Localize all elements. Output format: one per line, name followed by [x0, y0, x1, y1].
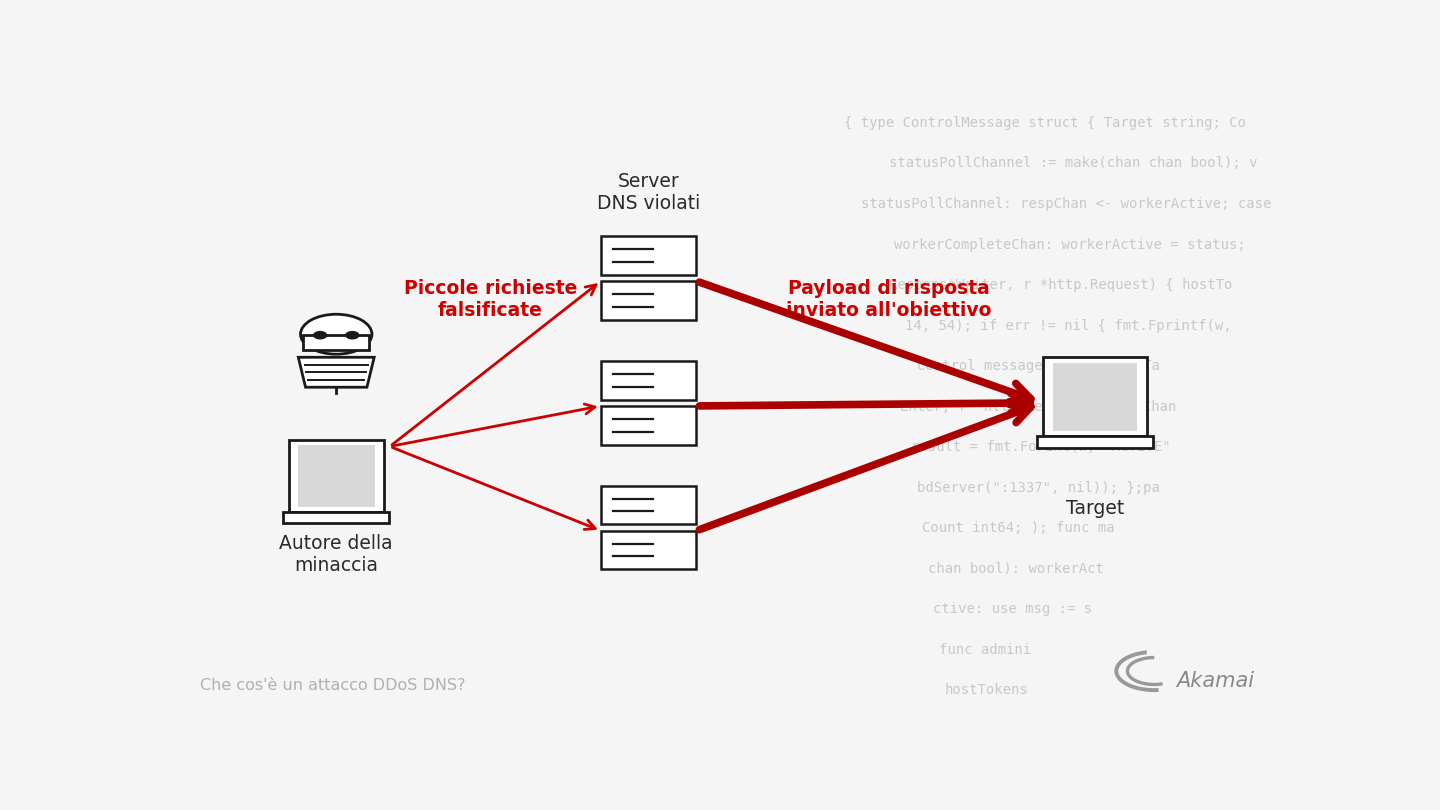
- FancyBboxPatch shape: [1043, 357, 1148, 436]
- Polygon shape: [298, 357, 374, 387]
- FancyBboxPatch shape: [298, 445, 374, 507]
- Text: ResponseWriter, r *http.Request) { hostTo: ResponseWriter, r *http.Request) { hostT…: [888, 278, 1233, 292]
- FancyBboxPatch shape: [602, 486, 696, 524]
- Text: ctive: use msg := s: ctive: use msg := s: [933, 603, 1093, 616]
- FancyBboxPatch shape: [602, 361, 696, 399]
- Text: statusPollChannel: respChan <- workerActive; case: statusPollChannel: respChan <- workerAct…: [861, 197, 1272, 211]
- FancyBboxPatch shape: [1037, 436, 1153, 449]
- FancyBboxPatch shape: [304, 335, 369, 350]
- Text: Count int64; ); func ma: Count int64; ); func ma: [922, 522, 1115, 535]
- FancyBboxPatch shape: [602, 531, 696, 569]
- Circle shape: [314, 331, 327, 339]
- FancyBboxPatch shape: [602, 406, 696, 445]
- FancyBboxPatch shape: [289, 440, 383, 512]
- Text: hostTokens: hostTokens: [945, 684, 1028, 697]
- Text: result = fmt.Forint(w, "ACTIVE": result = fmt.Forint(w, "ACTIVE": [912, 441, 1171, 454]
- FancyBboxPatch shape: [602, 237, 696, 275]
- Text: statusPollChannel := make(chan chan bool); v: statusPollChannel := make(chan chan bool…: [888, 156, 1257, 170]
- Circle shape: [346, 331, 359, 339]
- Text: Akamai: Akamai: [1176, 671, 1254, 691]
- Text: Server
DNS violati: Server DNS violati: [598, 172, 700, 212]
- Text: Piccole richieste
falsificate: Piccole richieste falsificate: [403, 279, 577, 321]
- Text: Payload di risposta
inviato all'obiettivo: Payload di risposta inviato all'obiettiv…: [786, 279, 991, 321]
- Text: Control message issued for Ta: Control message issued for Ta: [917, 359, 1159, 373]
- Circle shape: [301, 314, 372, 354]
- Text: Che cos'è un attacco DDoS DNS?: Che cos'è un attacco DDoS DNS?: [200, 678, 465, 693]
- Text: func admini: func admini: [939, 643, 1031, 657]
- Text: Enter, r *http.Request) { reqChan: Enter, r *http.Request) { reqChan: [900, 399, 1176, 414]
- Text: 14, 54); if err != nil { fmt.Fprintf(w,: 14, 54); if err != nil { fmt.Fprintf(w,: [906, 318, 1233, 333]
- Text: chan bool): workerAct: chan bool): workerAct: [927, 562, 1103, 576]
- Text: workerCompleteChan: workerActive = status;: workerCompleteChan: workerActive = statu…: [894, 237, 1246, 252]
- Text: Autore della
minaccia: Autore della minaccia: [279, 534, 393, 575]
- Text: bdServer(":1337", nil)); };pa: bdServer(":1337", nil)); };pa: [917, 481, 1159, 495]
- FancyBboxPatch shape: [1053, 363, 1138, 431]
- FancyBboxPatch shape: [284, 512, 389, 523]
- Text: { type ControlMessage struct { Target string; Co: { type ControlMessage struct { Target st…: [844, 116, 1246, 130]
- FancyBboxPatch shape: [602, 281, 696, 320]
- Text: Target: Target: [1066, 500, 1125, 518]
